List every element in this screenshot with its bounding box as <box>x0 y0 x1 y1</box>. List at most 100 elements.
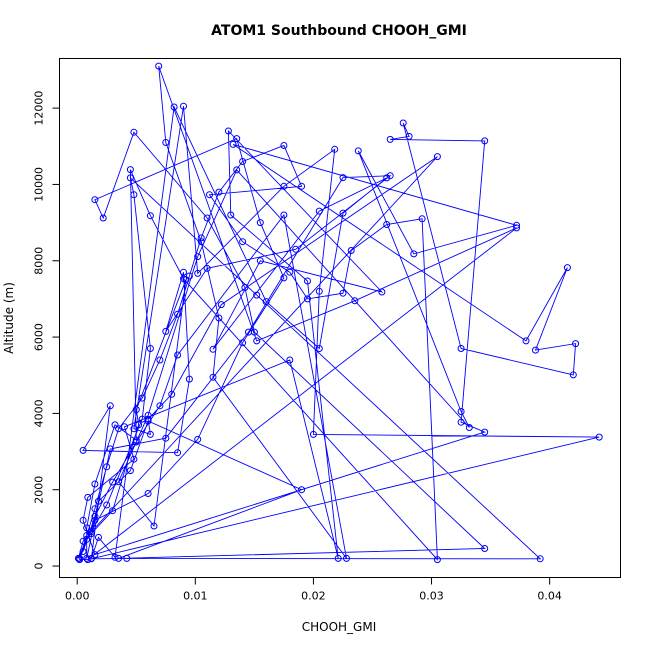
data-point <box>304 277 311 285</box>
data-point <box>418 215 426 223</box>
y-tick-label: 10000 <box>33 167 46 202</box>
data-point <box>224 127 232 135</box>
data-point <box>83 554 91 562</box>
data-point <box>256 257 264 265</box>
data-point <box>126 174 134 182</box>
data-point <box>156 356 164 364</box>
data-point <box>162 434 170 442</box>
data-point <box>132 406 140 414</box>
data-point <box>138 394 146 402</box>
data-point <box>339 174 347 182</box>
y-tick-label: 4000 <box>33 399 46 427</box>
data-point <box>132 436 140 444</box>
data-point <box>91 512 99 520</box>
data-point <box>109 478 117 486</box>
data-point <box>465 424 473 431</box>
data-point <box>83 524 91 532</box>
x-axis: 0.00 0.01 0.02 0.03 0.04 <box>65 577 562 603</box>
data-point <box>292 245 300 253</box>
data-point <box>227 211 235 219</box>
data-point <box>79 446 87 454</box>
data-point <box>280 274 288 282</box>
series-layer <box>74 62 603 564</box>
data-point <box>536 555 544 563</box>
data-point <box>298 182 306 190</box>
data-point <box>532 346 539 354</box>
data-point <box>162 327 170 335</box>
data-point <box>513 221 521 229</box>
data-point <box>206 191 213 199</box>
data-point <box>109 507 117 515</box>
data-point <box>563 264 571 272</box>
data-point <box>156 402 164 410</box>
data-point <box>185 375 193 383</box>
data-point <box>180 268 187 276</box>
data-point <box>123 554 131 562</box>
data-point <box>87 555 95 563</box>
y-axis: 0 2000 4000 6000 8000 10000 12000 <box>33 91 60 570</box>
data-point <box>203 264 211 272</box>
data-point <box>239 238 247 246</box>
data-point <box>229 140 237 148</box>
data-point <box>150 522 158 530</box>
x-tick-label: 0.01 <box>183 590 208 603</box>
data-point <box>103 463 111 471</box>
data-point <box>197 238 205 246</box>
data-point <box>194 435 202 443</box>
x-tick-label: 0.04 <box>537 590 562 603</box>
data-point <box>168 390 176 398</box>
data-point <box>185 272 193 280</box>
data-point <box>457 408 465 415</box>
data-point <box>103 501 111 509</box>
y-tick-label: 2000 <box>33 476 46 504</box>
data-point <box>386 172 394 180</box>
data-point <box>383 174 391 182</box>
data-point <box>91 505 99 513</box>
y-axis-label: Altitude (m) <box>2 282 16 354</box>
data-point <box>76 556 84 564</box>
x-tick-label: 0.02 <box>301 590 326 603</box>
data-point <box>315 345 323 352</box>
data-point <box>84 493 92 501</box>
data-point <box>162 139 170 146</box>
data-point <box>79 516 87 524</box>
data-point <box>315 287 323 295</box>
data-point <box>239 158 247 165</box>
data-point <box>383 221 391 228</box>
data-point <box>513 224 521 232</box>
y-tick-label: 12000 <box>33 91 46 126</box>
data-point <box>84 556 92 564</box>
data-point <box>215 188 223 196</box>
data-point <box>130 455 138 463</box>
data-point <box>87 530 95 538</box>
data-point <box>197 234 205 242</box>
data-point <box>334 554 342 562</box>
data-point <box>481 137 489 145</box>
data-point <box>182 276 190 284</box>
data-point <box>286 356 294 364</box>
data-point <box>347 247 355 254</box>
data-point <box>91 551 99 559</box>
data-point <box>233 135 241 143</box>
data-point <box>304 295 311 303</box>
data-point <box>135 421 143 429</box>
data-point <box>339 289 347 297</box>
data-point <box>95 533 102 541</box>
data-point <box>111 421 119 429</box>
data-point <box>146 430 154 438</box>
data-point <box>286 268 294 276</box>
data-point <box>194 269 202 277</box>
data-point <box>91 196 99 204</box>
data-point <box>170 103 178 111</box>
data-point <box>481 545 489 552</box>
x-tick-label: 0.00 <box>65 590 90 603</box>
data-point <box>280 211 288 219</box>
y-tick-label: 8000 <box>33 247 46 275</box>
data-point <box>354 147 362 155</box>
data-point <box>91 480 99 488</box>
data-point <box>174 310 182 318</box>
data-point <box>457 345 465 352</box>
data-point <box>253 291 261 299</box>
y-tick-label: 6000 <box>33 323 46 351</box>
